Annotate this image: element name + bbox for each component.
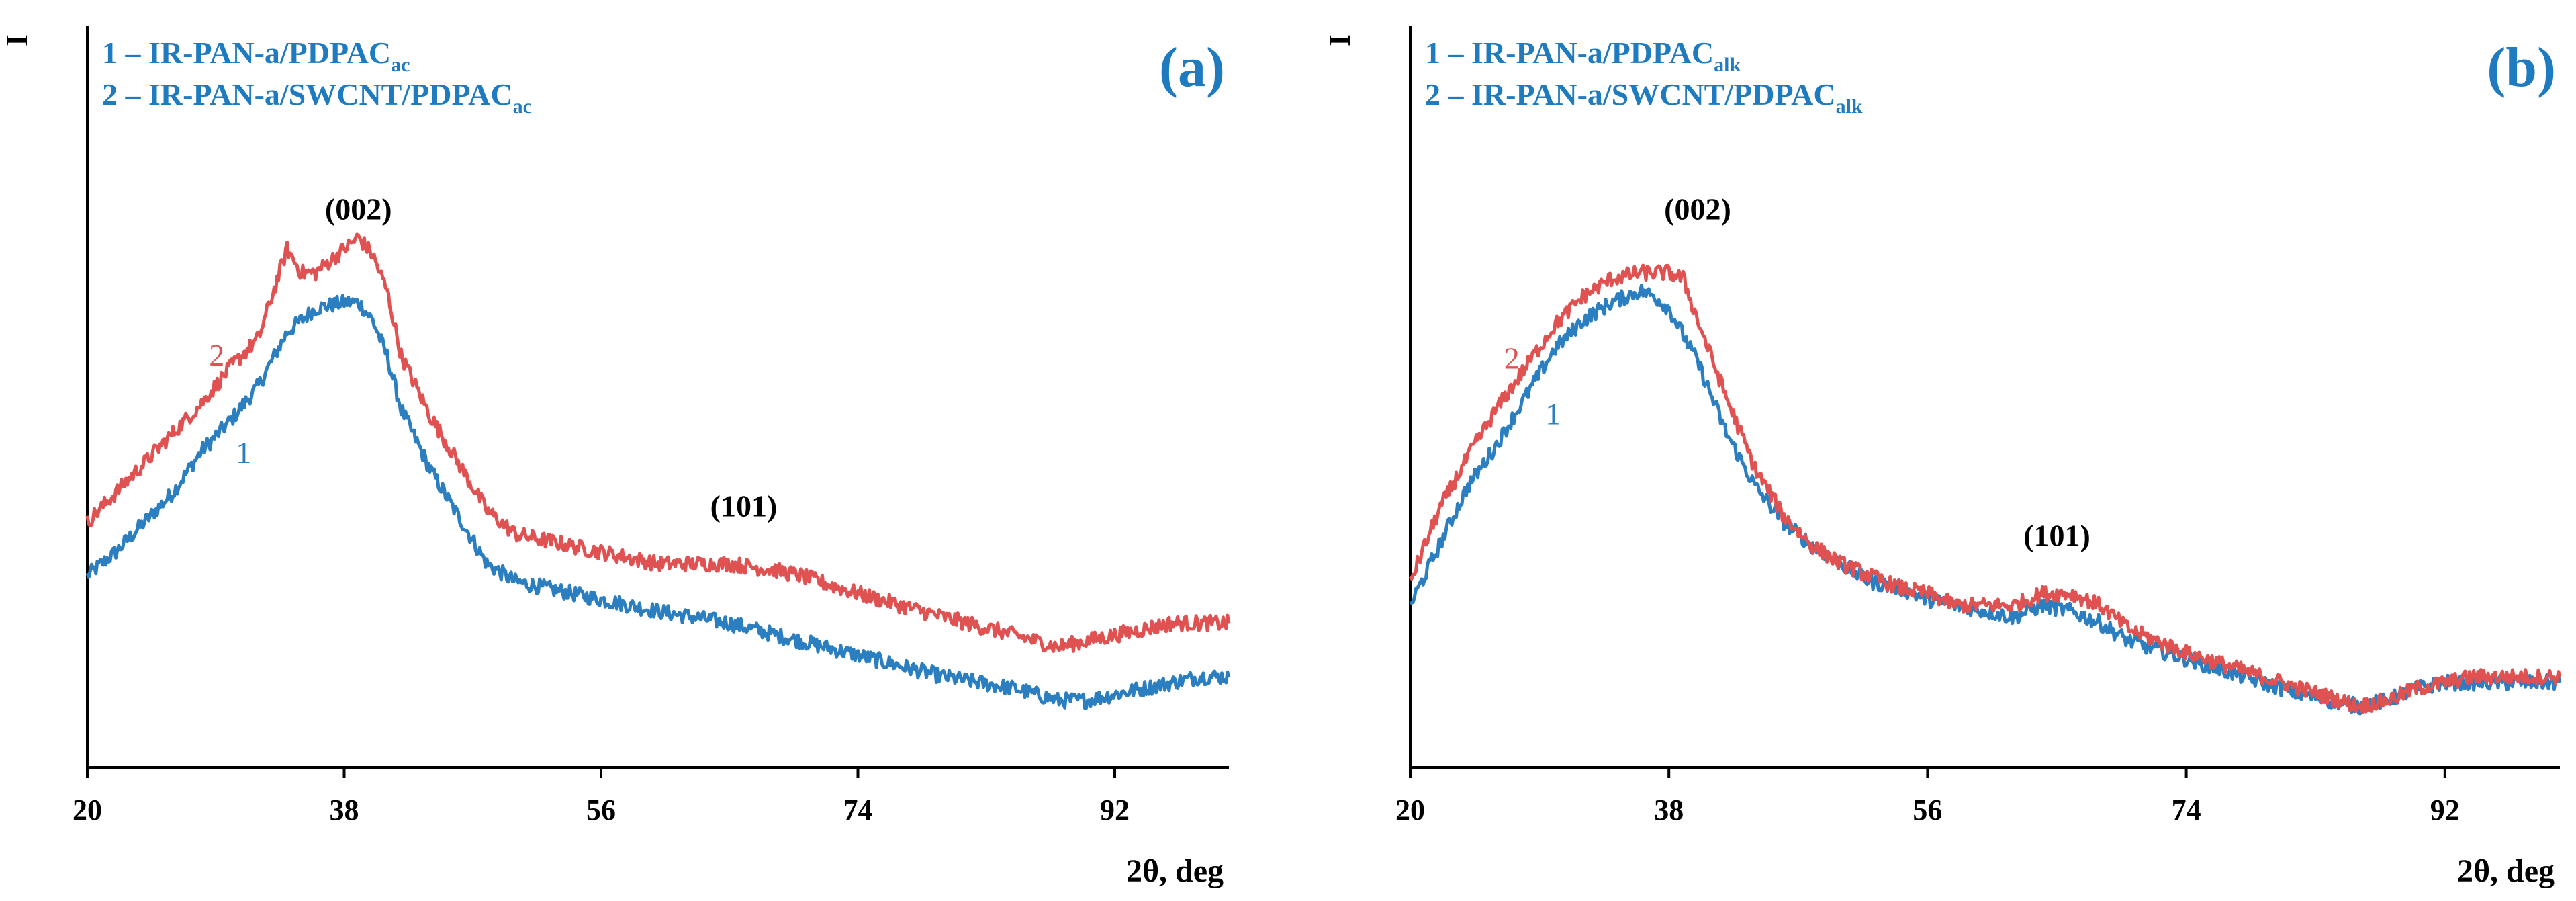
x-tick-label: 92 xyxy=(2430,793,2460,826)
series-1-line xyxy=(1410,283,2562,716)
curve-label-1: 1 xyxy=(236,435,251,470)
x-tick-label: 56 xyxy=(586,793,616,826)
y-axis-label: I xyxy=(1322,34,1356,46)
x-tick-label: 92 xyxy=(1100,793,1130,826)
x-axis-label: 2θ, deg xyxy=(2457,853,2555,889)
series-2-line xyxy=(1408,263,2562,714)
legend-entry-1: 1 – IR-PAN-a/PDPACac xyxy=(102,36,410,76)
legend-entry-1-subscript: ac xyxy=(391,54,410,76)
panel-label: (b) xyxy=(2487,36,2556,99)
x-tick-label: 74 xyxy=(843,793,873,826)
panel-b: 20 38 56 74 92 2θ, deg I (b) 1 – IR-PAN-a/PDPACa… xyxy=(1322,26,2562,889)
series-1-line xyxy=(85,294,1231,710)
curve-label-2: 2 xyxy=(209,338,224,372)
peak-label: (101) xyxy=(2023,519,2090,553)
legend-entry-2-subscript: alk xyxy=(1836,95,1863,118)
panel-label: (a) xyxy=(1159,36,1225,99)
x-tick-label: 20 xyxy=(1395,793,1425,826)
x-axis-label: 2θ, deg xyxy=(1126,853,1224,889)
legend-entry-1-subscript: alk xyxy=(1714,54,1741,76)
legend-entry-2: 2 – IR-PAN-a/SWCNT/PDPACac xyxy=(102,77,532,118)
curve-label-1: 1 xyxy=(1545,397,1561,431)
series-2-line xyxy=(85,232,1231,653)
legend-entry-2: 2 – IR-PAN-a/SWCNT/PDPACalk xyxy=(1425,77,1863,118)
y-axis-label: I xyxy=(0,34,34,46)
x-tick-label: 20 xyxy=(73,793,102,826)
x-tick-label: 56 xyxy=(1913,793,1942,826)
curve-label-2: 2 xyxy=(1504,341,1520,375)
panel-a: 20 38 56 74 92 2θ, deg I (a) 1 – IR-PAN-a/PDPACa… xyxy=(0,26,1231,889)
peak-label: (101) xyxy=(710,488,778,523)
x-tick-label: 38 xyxy=(330,793,359,826)
x-tick-label: 38 xyxy=(1654,793,1684,826)
x-tick-label: 74 xyxy=(2172,793,2201,826)
legend-entry-1: 1 – IR-PAN-a/PDPACalk xyxy=(1425,36,1741,76)
legend-entry-2-subscript: ac xyxy=(513,95,532,118)
peak-label: (002) xyxy=(1664,191,1731,226)
peak-label: (002) xyxy=(325,191,392,226)
